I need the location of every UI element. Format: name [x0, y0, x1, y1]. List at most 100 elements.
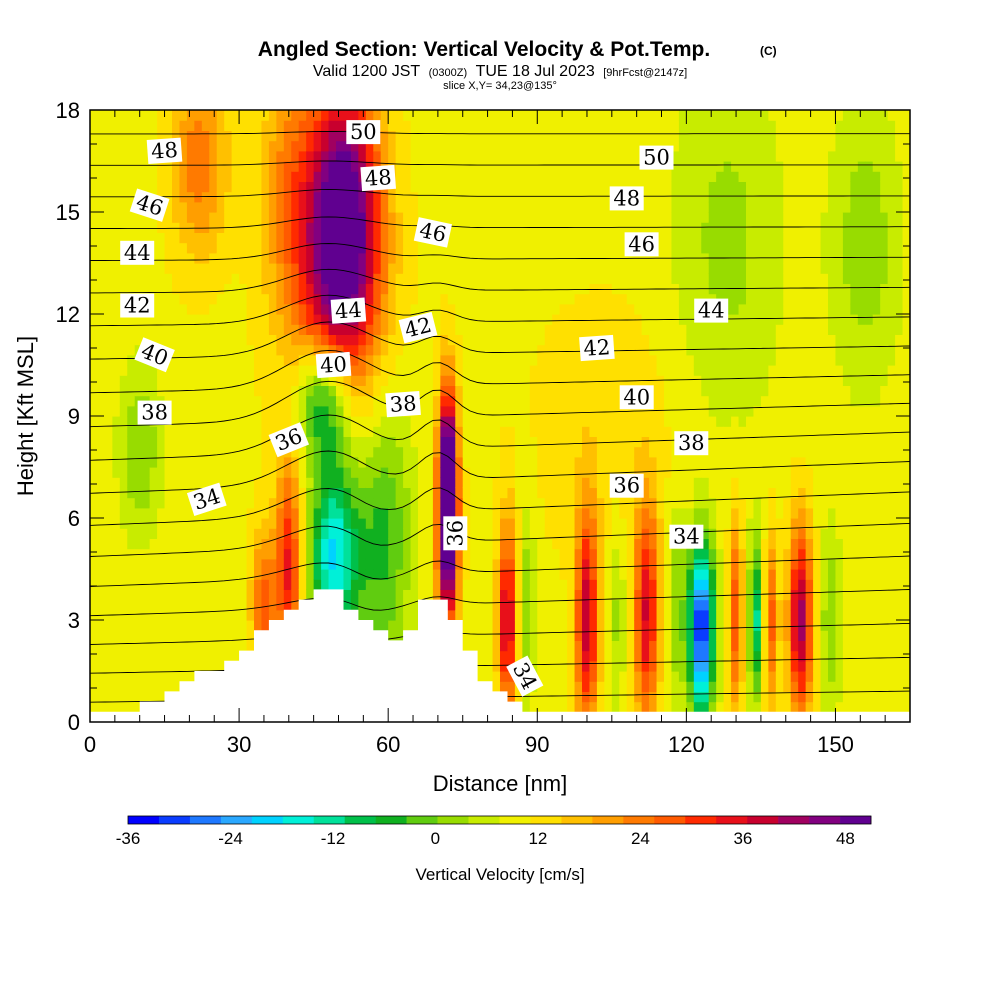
velocity-cell — [500, 548, 509, 560]
velocity-cell — [321, 436, 330, 448]
velocity-cell — [559, 538, 568, 550]
velocity-cell — [149, 569, 158, 580]
velocity-cell — [537, 130, 546, 142]
velocity-cell — [664, 467, 673, 478]
velocity-cell — [268, 222, 277, 233]
velocity-cell — [179, 161, 188, 172]
velocity-cell — [596, 426, 605, 437]
velocity-cell — [455, 110, 464, 121]
velocity-cell — [440, 150, 449, 162]
velocity-cell — [522, 467, 531, 478]
velocity-cell — [231, 354, 240, 366]
velocity-cell — [268, 507, 277, 519]
velocity-cell — [567, 293, 576, 305]
velocity-cell — [582, 242, 591, 254]
velocity-cell — [671, 477, 680, 488]
velocity-cell — [589, 467, 598, 478]
velocity-cell — [246, 385, 255, 397]
velocity-cell — [455, 344, 464, 356]
velocity-cell — [246, 354, 255, 366]
velocity-cell — [164, 232, 173, 244]
velocity-cell — [462, 171, 471, 182]
velocity-cell — [470, 609, 479, 621]
velocity-cell — [522, 181, 531, 193]
velocity-cell — [179, 252, 188, 264]
velocity-cell — [418, 558, 427, 570]
velocity-cell — [693, 487, 702, 499]
velocity-cell — [596, 273, 605, 284]
velocity-cell — [440, 344, 449, 356]
velocity-cell — [395, 467, 404, 478]
velocity-cell — [201, 395, 210, 407]
velocity-cell — [455, 579, 464, 590]
velocity-cell — [574, 375, 583, 386]
velocity-cell — [544, 630, 553, 641]
velocity-cell — [127, 171, 136, 182]
velocity-cell — [500, 599, 509, 611]
velocity-cell — [179, 477, 188, 488]
velocity-cell — [358, 579, 367, 590]
velocity-cell — [619, 620, 628, 631]
velocity-cell — [574, 150, 583, 162]
velocity-cell — [343, 599, 352, 611]
velocity-cell — [574, 426, 583, 437]
velocity-cell — [462, 140, 471, 152]
velocity-cell — [276, 589, 285, 601]
velocity-cell — [179, 538, 188, 550]
velocity-cell — [306, 252, 315, 264]
velocity-cell — [544, 620, 553, 631]
velocity-cell — [552, 140, 561, 152]
velocity-cell — [134, 477, 143, 488]
velocity-cell — [283, 150, 292, 162]
velocity-cell — [619, 456, 628, 468]
velocity-cell — [194, 130, 203, 142]
velocity-cell — [112, 426, 121, 437]
velocity-cell — [254, 528, 263, 539]
velocity-cell — [611, 293, 620, 305]
velocity-cell — [336, 569, 345, 580]
velocity-cell — [611, 691, 620, 703]
velocity-cell — [298, 191, 307, 203]
velocity-cell — [172, 609, 181, 621]
velocity-cell — [686, 201, 695, 213]
velocity-cell — [447, 140, 456, 152]
velocity-cell — [231, 263, 240, 274]
velocity-cell — [552, 293, 561, 305]
velocity-cell — [567, 303, 576, 315]
velocity-cell — [298, 354, 307, 366]
velocity-cell — [574, 140, 583, 152]
velocity-cell — [701, 528, 710, 539]
velocity-cell — [261, 548, 270, 560]
velocity-cell — [447, 467, 456, 478]
velocity-cell — [664, 497, 673, 509]
velocity-cell — [574, 456, 583, 468]
velocity-cell — [671, 273, 680, 284]
velocity-cell — [276, 477, 285, 488]
velocity-cell — [179, 446, 188, 458]
velocity-cell — [604, 528, 613, 539]
velocity-cell — [470, 446, 479, 458]
velocity-cell — [678, 395, 687, 407]
velocity-cell — [559, 671, 568, 682]
velocity-cell — [388, 201, 397, 213]
velocity-cell — [485, 609, 494, 621]
velocity-cell — [649, 497, 658, 509]
velocity-cell — [596, 579, 605, 590]
velocity-cell — [388, 252, 397, 264]
velocity-cell — [119, 650, 128, 662]
velocity-cell — [500, 171, 509, 182]
velocity-cell — [649, 640, 658, 652]
velocity-cell — [432, 110, 441, 121]
velocity-cell — [701, 650, 710, 662]
velocity-cell — [306, 232, 315, 244]
velocity-cell — [455, 191, 464, 203]
velocity-cell — [350, 273, 359, 284]
velocity-cell — [358, 283, 367, 295]
velocity-cell — [112, 405, 121, 417]
velocity-cell — [350, 456, 359, 468]
velocity-cell — [119, 446, 128, 458]
velocity-cell — [149, 110, 158, 121]
velocity-cell — [664, 375, 673, 386]
velocity-cell — [514, 528, 523, 539]
velocity-cell — [693, 518, 702, 529]
